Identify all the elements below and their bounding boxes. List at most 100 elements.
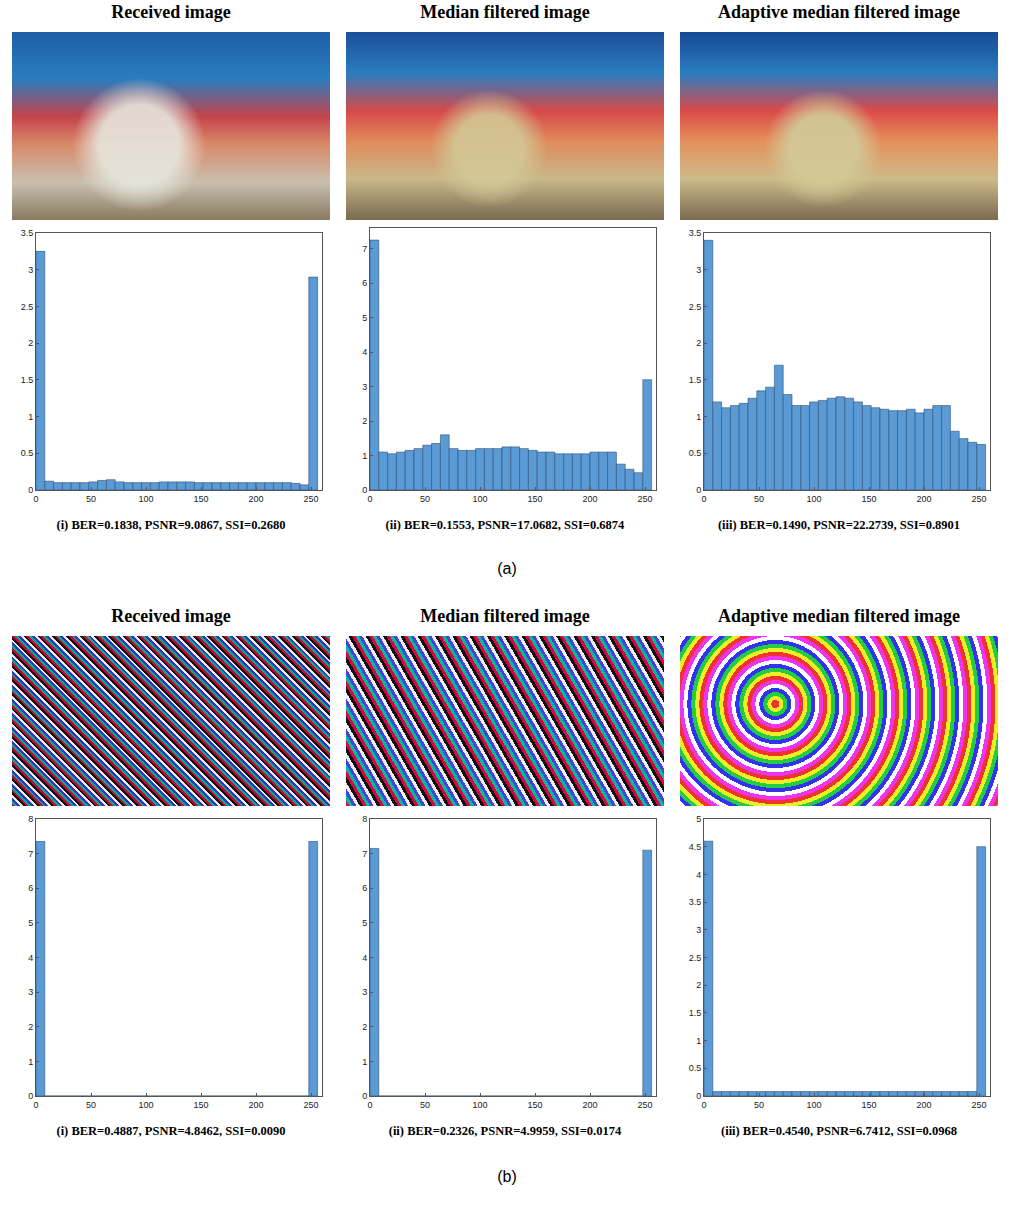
svg-text:8: 8 [362, 814, 367, 824]
svg-text:0: 0 [28, 485, 33, 495]
svg-text:1: 1 [696, 1036, 701, 1046]
svg-text:0: 0 [33, 1100, 38, 1110]
svg-text:200: 200 [582, 1100, 597, 1110]
svg-text:2: 2 [696, 980, 701, 990]
svg-text:2.5: 2.5 [21, 302, 34, 312]
svg-text:2: 2 [696, 338, 701, 348]
svg-text:2: 2 [362, 416, 367, 426]
svg-text:4: 4 [28, 953, 33, 963]
svg-text:8: 8 [28, 814, 33, 824]
svg-text:0: 0 [367, 494, 372, 504]
html-text:Adaptive median filtered image: Adaptive median filtered image [717, 2, 961, 22]
html-text:Adaptive median filtered image: Adaptive median filtered image [717, 606, 961, 626]
svg-text:2.5: 2.5 [689, 302, 702, 312]
svg-text:250: 250 [971, 494, 986, 504]
svg-text:150: 150 [861, 1100, 876, 1110]
html-text:(ii) BER=0.1553, PSNR=17.0682,: (ii) BER=0.1553, PSNR=17.0682, SSI=0.687… [385, 518, 625, 532]
svg-text:6: 6 [362, 883, 367, 893]
svg-text:3: 3 [28, 987, 33, 997]
svg-text:4: 4 [362, 953, 367, 963]
html-text:(b): (b) [497, 1168, 517, 1185]
svg-text:100: 100 [806, 1100, 821, 1110]
svg-text:5: 5 [696, 814, 701, 824]
html-text:Median filtered image: Median filtered image [420, 606, 590, 626]
svg-text:1: 1 [362, 1057, 367, 1067]
svg-text:2: 2 [28, 1022, 33, 1032]
svg-text:0: 0 [696, 1091, 701, 1101]
svg-text:150: 150 [527, 494, 542, 504]
html-text:Received image: Received image [111, 606, 231, 626]
svg-text:7: 7 [362, 849, 367, 859]
svg-text:6: 6 [362, 278, 367, 288]
svg-text:150: 150 [861, 494, 876, 504]
svg-text:1: 1 [696, 412, 701, 422]
svg-text:0: 0 [33, 494, 38, 504]
html-text:(i) BER=0.1838, PSNR=9.0867, S: (i) BER=0.1838, PSNR=9.0867, SSI=0.2680 [56, 518, 286, 532]
svg-text:0: 0 [696, 485, 701, 495]
svg-text:3.5: 3.5 [689, 228, 702, 238]
svg-text:3: 3 [362, 987, 367, 997]
svg-text:0: 0 [28, 1091, 33, 1101]
svg-text:50: 50 [754, 1100, 764, 1110]
svg-text:5: 5 [28, 918, 33, 928]
svg-text:50: 50 [754, 494, 764, 504]
svg-text:200: 200 [916, 1100, 931, 1110]
svg-text:4: 4 [696, 870, 701, 880]
svg-text:250: 250 [303, 494, 318, 504]
html-text:(iii) BER=0.1490, PSNR=22.2739: (iii) BER=0.1490, PSNR=22.2739, SSI=0.89… [717, 518, 961, 532]
svg-text:4.5: 4.5 [689, 842, 702, 852]
svg-text:5: 5 [362, 918, 367, 928]
svg-text:200: 200 [248, 1100, 263, 1110]
svg-text:0: 0 [362, 485, 367, 495]
svg-text:200: 200 [916, 494, 931, 504]
svg-text:3: 3 [696, 925, 701, 935]
svg-text:150: 150 [193, 1100, 208, 1110]
svg-text:150: 150 [193, 494, 208, 504]
html-text:Received image: Received image [111, 2, 231, 22]
svg-text:3.5: 3.5 [21, 228, 34, 238]
html-text:(a): (a) [497, 560, 517, 577]
svg-text:100: 100 [806, 494, 821, 504]
svg-text:0: 0 [701, 494, 706, 504]
svg-text:150: 150 [527, 1100, 542, 1110]
svg-text:100: 100 [472, 494, 487, 504]
svg-text:100: 100 [138, 1100, 153, 1110]
svg-text:0.5: 0.5 [689, 1063, 702, 1073]
svg-text:2.5: 2.5 [689, 953, 702, 963]
svg-text:1.5: 1.5 [689, 375, 702, 385]
svg-text:1: 1 [28, 1057, 33, 1067]
svg-text:0.5: 0.5 [689, 448, 702, 458]
svg-text:100: 100 [138, 494, 153, 504]
svg-text:50: 50 [420, 494, 430, 504]
svg-text:50: 50 [86, 1100, 96, 1110]
svg-text:7: 7 [362, 244, 367, 254]
svg-text:7: 7 [28, 849, 33, 859]
svg-text:5: 5 [362, 313, 367, 323]
svg-text:250: 250 [637, 494, 652, 504]
svg-text:1.5: 1.5 [689, 1008, 702, 1018]
svg-text:0.5: 0.5 [21, 448, 34, 458]
svg-text:3: 3 [362, 382, 367, 392]
svg-text:250: 250 [303, 1100, 318, 1110]
svg-text:3: 3 [696, 265, 701, 275]
svg-text:1: 1 [28, 412, 33, 422]
svg-text:3: 3 [28, 265, 33, 275]
svg-text:3.5: 3.5 [689, 897, 702, 907]
svg-text:0: 0 [367, 1100, 372, 1110]
svg-text:2: 2 [362, 1022, 367, 1032]
svg-text:200: 200 [248, 494, 263, 504]
svg-text:0: 0 [701, 1100, 706, 1110]
svg-text:250: 250 [637, 1100, 652, 1110]
svg-text:50: 50 [420, 1100, 430, 1110]
svg-text:1.5: 1.5 [21, 375, 34, 385]
svg-text:250: 250 [971, 1100, 986, 1110]
svg-text:1: 1 [362, 451, 367, 461]
svg-text:0: 0 [362, 1091, 367, 1101]
html-text:Median filtered image: Median filtered image [420, 2, 590, 22]
svg-text:2: 2 [28, 338, 33, 348]
svg-text:4: 4 [362, 347, 367, 357]
svg-text:6: 6 [28, 883, 33, 893]
svg-text:100: 100 [472, 1100, 487, 1110]
svg-text:50: 50 [86, 494, 96, 504]
svg-text:200: 200 [582, 494, 597, 504]
